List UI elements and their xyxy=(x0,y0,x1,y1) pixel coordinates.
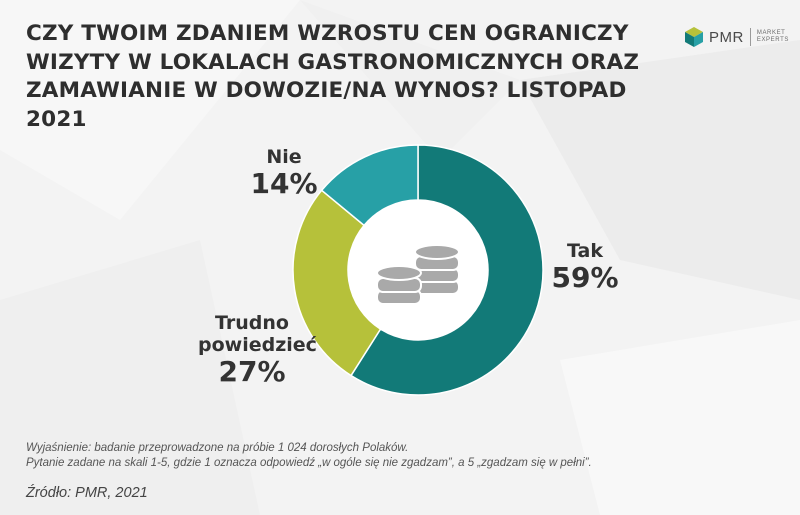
title-line: WIZYTY W LOKALACH GASTRONOMICZNYCH ORAZ xyxy=(26,49,640,75)
label-tak-value: 59% xyxy=(551,261,619,294)
label-nie-name: Nie xyxy=(266,146,302,168)
label-nie-value: 14% xyxy=(250,167,318,200)
logo-brand: PMR xyxy=(709,28,744,46)
label-tak: Tak 59% xyxy=(545,240,625,294)
notes: Wyjaśnienie: badanie przeprowadzone na p… xyxy=(26,441,592,471)
coins-icon xyxy=(376,244,460,305)
logo-tagline-1: MARKET xyxy=(756,30,786,36)
pmr-logo: PMR MARKET EXPERTS xyxy=(684,26,789,48)
title-line: ZAMAWIANIE W DOWOZIE/NA WYNOS? LISTOPAD … xyxy=(26,78,627,132)
label-trudno-name-2: powiedzieć xyxy=(198,334,317,356)
cube-logo-icon xyxy=(685,27,703,47)
label-trudno: Trudno powiedzieć 27% xyxy=(198,312,317,388)
chart-title: CZY TWOIM ZDANIEM WZROSTU CEN OGRANICZY … xyxy=(26,20,666,134)
note-line: Wyjaśnienie: badanie przeprowadzone na p… xyxy=(26,442,409,454)
label-nie: Nie 14% xyxy=(244,146,324,200)
logo-tagline: MARKET EXPERTS xyxy=(757,30,789,44)
logo-tagline-2: EXPERTS xyxy=(756,37,789,43)
label-tak-name: Tak xyxy=(567,240,603,262)
source: Źródło: PMR, 2021 xyxy=(26,485,148,501)
title-line: CZY TWOIM ZDANIEM WZROSTU CEN OGRANICZY xyxy=(26,21,629,46)
label-trudno-name-1: Trudno xyxy=(215,312,289,334)
logo-divider xyxy=(749,28,751,46)
label-trudno-value: 27% xyxy=(218,355,286,388)
note-line: Pytanie zadane na skali 1-5, gdzie 1 ozn… xyxy=(26,457,592,469)
